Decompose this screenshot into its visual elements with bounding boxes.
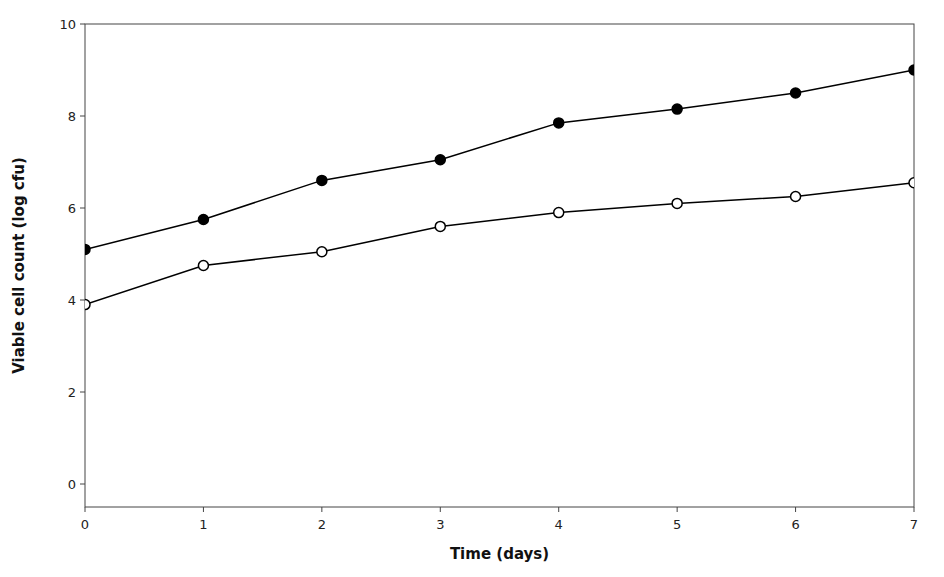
- data-point: [909, 65, 914, 75]
- data-point: [85, 244, 90, 254]
- y-tick-label: 6: [68, 201, 76, 216]
- y-axis: 0 2 4 6 8 10: [59, 17, 85, 492]
- x-tick-label: 5: [673, 517, 681, 532]
- data-point: [435, 221, 445, 231]
- y-tick: [80, 116, 85, 117]
- data-point: [198, 261, 208, 271]
- y-tick-label: 0: [68, 477, 76, 492]
- y-tick: [80, 208, 85, 209]
- series-line: [85, 70, 914, 249]
- x-tick-label: 1: [199, 517, 207, 532]
- y-tick: [80, 24, 85, 25]
- x-tick: [914, 507, 915, 512]
- x-tick: [440, 507, 441, 512]
- plot-area: [85, 65, 914, 310]
- y-tick: [80, 392, 85, 393]
- x-axis: 0 1 2 3 4 5 6 7: [81, 507, 918, 532]
- data-point: [909, 178, 914, 188]
- x-tick-label: 7: [910, 517, 918, 532]
- y-tick-label: 8: [68, 109, 76, 124]
- data-point: [317, 175, 327, 185]
- chart-svg: 0 1 2 3 4 5 6 7 0 2 4 6 8 10 Time (days) Viable cell co…: [0, 0, 944, 577]
- data-point: [85, 300, 90, 310]
- y-tick-label: 2: [68, 385, 76, 400]
- series: [85, 178, 914, 310]
- data-point: [317, 247, 327, 257]
- series: [85, 65, 914, 254]
- x-tick: [203, 507, 204, 512]
- x-tick: [795, 507, 796, 512]
- series-line: [85, 183, 914, 305]
- data-point: [435, 155, 445, 165]
- x-tick: [321, 507, 322, 512]
- x-tick: [558, 507, 559, 512]
- x-tick-label: 6: [791, 517, 799, 532]
- data-point: [672, 104, 682, 114]
- y-tick: [80, 484, 85, 485]
- data-point: [554, 208, 564, 218]
- x-axis-label: Time (days): [450, 545, 549, 563]
- data-point: [791, 192, 801, 202]
- y-tick-label: 4: [68, 293, 76, 308]
- x-tick: [85, 507, 86, 512]
- data-point: [672, 198, 682, 208]
- x-tick-label: 2: [318, 517, 326, 532]
- data-point: [198, 215, 208, 225]
- x-tick-label: 0: [81, 517, 89, 532]
- y-axis-label: Viable cell count (log cfu): [10, 157, 28, 374]
- y-tick-label: 10: [59, 17, 76, 32]
- x-tick: [677, 507, 678, 512]
- data-point: [554, 118, 564, 128]
- x-tick-label: 3: [436, 517, 444, 532]
- data-point: [791, 88, 801, 98]
- y-tick: [80, 300, 85, 301]
- plot-frame: [85, 24, 914, 507]
- x-tick-label: 4: [555, 517, 563, 532]
- chart-container: 0 1 2 3 4 5 6 7 0 2 4 6 8 10 Time (days) Viable cell co…: [0, 0, 944, 577]
